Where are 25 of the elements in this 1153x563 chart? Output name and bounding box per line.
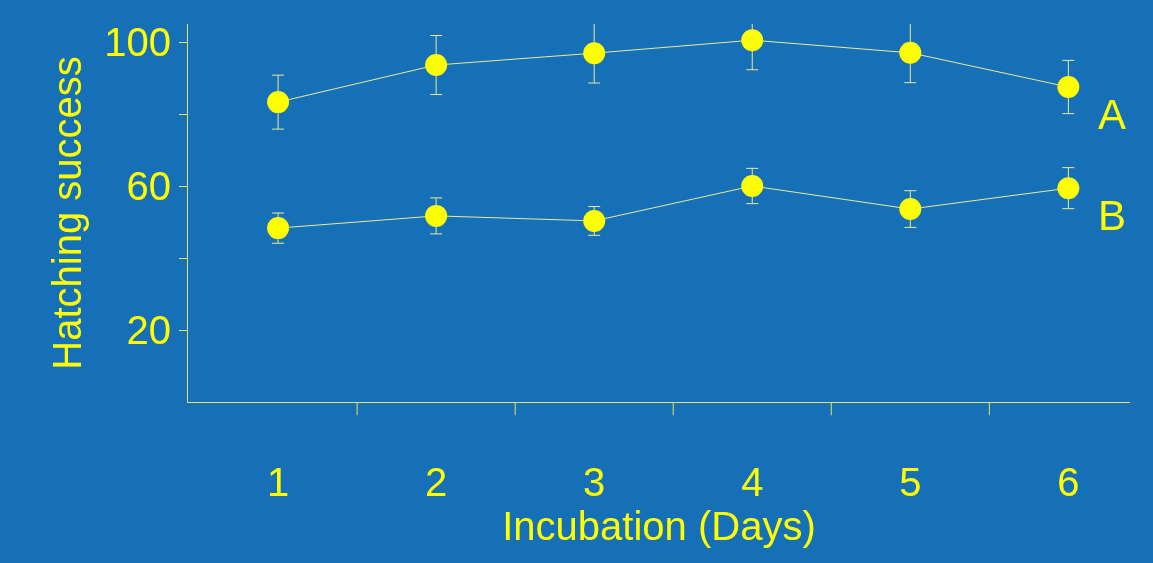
y-tick-label: 20 <box>126 308 171 352</box>
point <box>267 91 290 114</box>
point <box>267 217 290 240</box>
point <box>741 29 764 52</box>
x-tick-label: 2 <box>425 460 448 504</box>
x-tick-label: 4 <box>741 460 764 504</box>
point <box>741 175 764 197</box>
x-tick-label: 3 <box>583 460 606 504</box>
series-label: B <box>1098 192 1127 239</box>
point <box>425 54 448 77</box>
x-tick-label: 5 <box>899 460 922 504</box>
x-axis-title: Incubation (Days) <box>502 504 816 548</box>
y-axis-title: Hatching success <box>44 56 89 370</box>
point <box>583 209 606 232</box>
series-label: A <box>1098 91 1127 138</box>
point <box>583 42 606 65</box>
x-tick-label: 6 <box>1057 460 1080 504</box>
x-tick-label: 1 <box>266 460 290 504</box>
point <box>1057 76 1080 98</box>
point <box>425 204 448 227</box>
point <box>1057 177 1080 200</box>
point <box>899 41 922 64</box>
y-tick-label: 100 <box>104 20 171 64</box>
point <box>899 198 922 221</box>
y-tick-label: 60 <box>126 164 171 208</box>
